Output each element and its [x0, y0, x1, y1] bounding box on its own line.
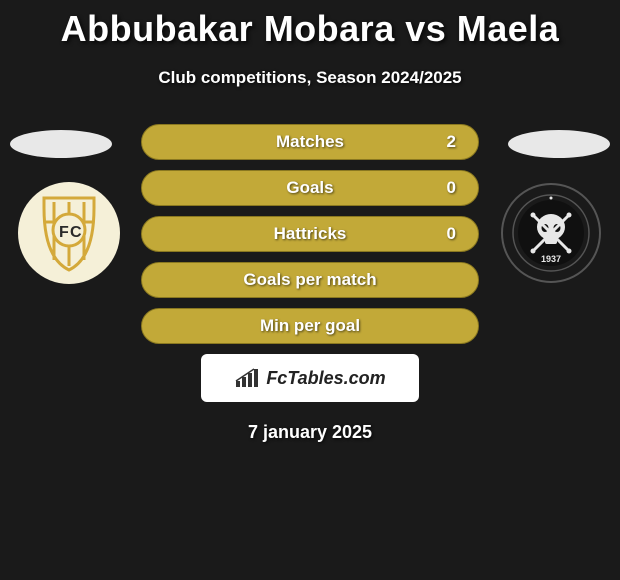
pirates-badge-icon: 1937	[500, 182, 602, 284]
brand-box: FcTables.com	[201, 354, 419, 402]
stat-value: 0	[447, 178, 456, 198]
stat-label: Hattricks	[142, 224, 478, 244]
oval-left	[10, 130, 112, 158]
svg-text:F: F	[59, 224, 69, 241]
stat-label: Goals	[142, 178, 478, 198]
stats-container: Matches 2 Goals 0 Hattricks 0 Goals per …	[141, 124, 479, 344]
svg-text:1937: 1937	[541, 254, 561, 264]
date-text: 7 january 2025	[0, 422, 620, 443]
stat-label: Goals per match	[142, 270, 478, 290]
stat-row-matches: Matches 2	[141, 124, 479, 160]
stat-row-goals: Goals 0	[141, 170, 479, 206]
oval-right	[508, 130, 610, 158]
stat-value: 0	[447, 224, 456, 244]
stat-label: Matches	[142, 132, 478, 152]
stat-label: Min per goal	[142, 316, 478, 336]
stat-row-goals-per-match: Goals per match	[141, 262, 479, 298]
stat-value: 2	[447, 132, 456, 152]
stat-row-hattricks: Hattricks 0	[141, 216, 479, 252]
content-area: F C 1937 Matches 2 Go	[0, 124, 620, 443]
chart-icon	[234, 367, 260, 389]
subtitle: Club competitions, Season 2024/2025	[0, 68, 620, 88]
team-logo-left: F C	[18, 182, 120, 284]
stat-row-min-per-goal: Min per goal	[141, 308, 479, 344]
page-title: Abbubakar Mobara vs Maela	[0, 0, 620, 50]
svg-text:C: C	[70, 224, 82, 241]
team-logo-right: 1937	[500, 182, 602, 284]
fc-shield-icon: F C	[18, 182, 120, 284]
brand-text: FcTables.com	[266, 368, 385, 389]
